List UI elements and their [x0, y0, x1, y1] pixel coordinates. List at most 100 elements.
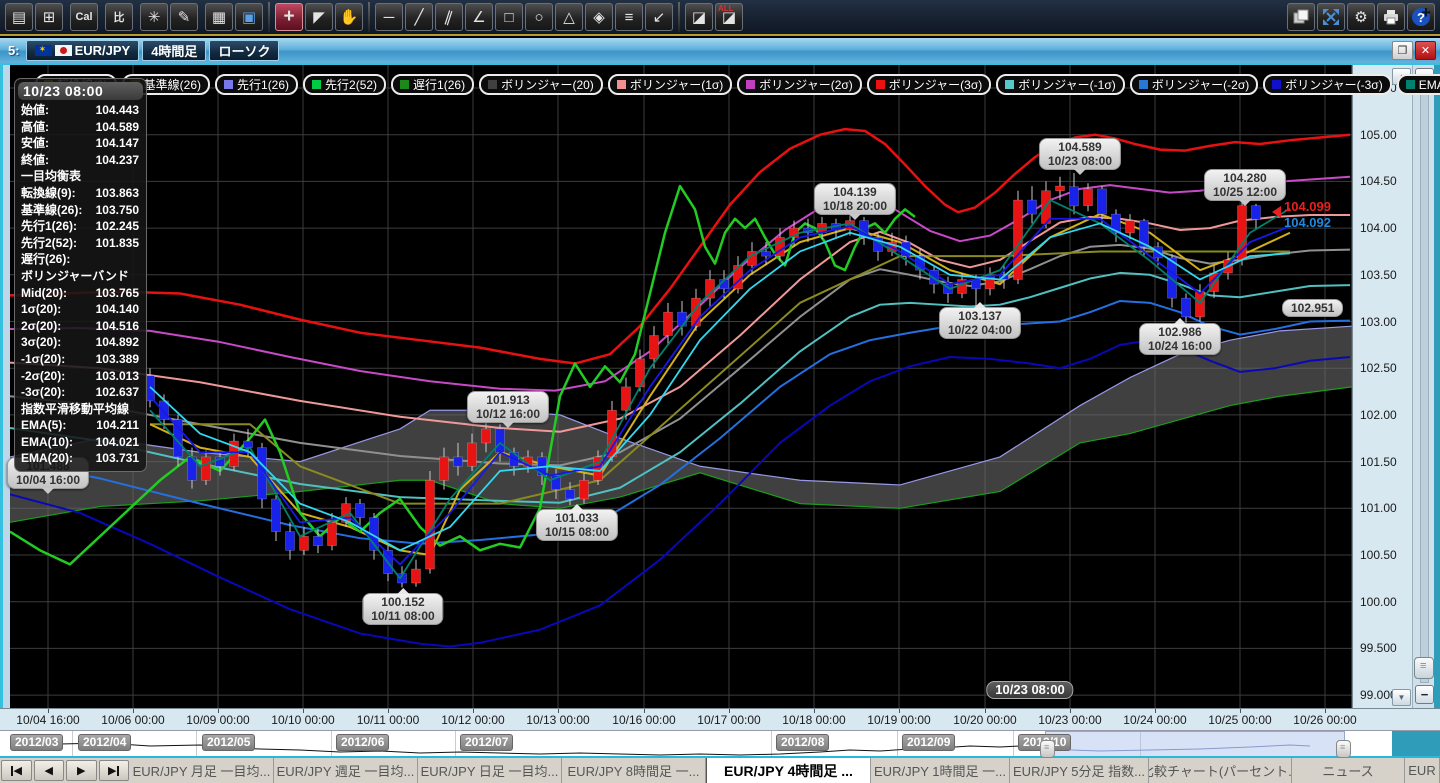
print-icon[interactable] [1377, 3, 1405, 31]
hline-icon[interactable]: ─ [375, 3, 403, 31]
hand-icon[interactable]: ✋ [335, 3, 363, 31]
legend-chip-先行1(26)[interactable]: 先行1(26) [215, 74, 299, 95]
tab-nav-next-chart-button[interactable]: ▶ [66, 760, 97, 781]
legend-chip-ボリンジャー(-2σ)[interactable]: ボリンジャー(-2σ) [1129, 74, 1259, 95]
candle [467, 442, 477, 467]
compare-icon[interactable]: 比 [105, 3, 133, 31]
chart-tab-active[interactable]: EUR/JPY 4時間足 ... [706, 758, 871, 783]
price-tick-label: 100.50 [1360, 548, 1397, 562]
calendar-icon[interactable]: Cal [70, 3, 98, 31]
chart-type-button[interactable]: ローソク [209, 40, 280, 61]
polygon-icon[interactable]: ◈ [585, 3, 613, 31]
tab-nav-prev-chart-button[interactable]: ◀ [33, 760, 64, 781]
angle-line-icon[interactable]: ∠ [465, 3, 493, 31]
legend-swatch [1272, 80, 1282, 89]
info-panel-row: Mid(20): 103.765 [21, 285, 139, 300]
legend-chip-ボリンジャー(3σ)[interactable]: ボリンジャー(3σ) [866, 74, 992, 95]
price-annotation: 101.913 10/12 16:00 [466, 391, 550, 428]
chart-tab[interactable]: EUR/JPY 8時間足 一... [562, 758, 706, 783]
date-tick-label: 10/19 00:00 [867, 713, 931, 727]
zoom-slider-track[interactable] [1420, 89, 1429, 683]
legend-chip-EMA(5)[interactable]: EMA(5) [1396, 74, 1440, 95]
expand-icon[interactable] [1317, 3, 1345, 31]
legend-chip-先行2(52)[interactable]: 先行2(52) [303, 74, 387, 95]
legend-chip-遅行1(26)[interactable]: 遅行1(26) [391, 74, 475, 95]
legend-chip-ボリンジャー(20)[interactable]: ボリンジャー(20) [479, 74, 603, 95]
settings-gear-icon[interactable]: ⚙ [1347, 3, 1375, 31]
rectangle-icon[interactable]: □ [495, 3, 523, 31]
line-ema5 [149, 199, 1291, 580]
chart-settings-icon[interactable]: ▦ [205, 3, 233, 31]
navigator-left-handle[interactable] [1040, 740, 1055, 758]
parallel-lines-icon[interactable]: ∥ [435, 3, 463, 31]
zoom-slider-handle[interactable] [1414, 657, 1434, 679]
navigator-month-label: 2012/07 [460, 734, 514, 751]
info-panel-row: -2σ(20): 103.013 [21, 368, 139, 383]
info-panel-row: 終値: 104.237 [21, 152, 139, 167]
chart-window: 転換線(9)基準線(26)先行1(26)先行2(52)遅行1(26)ボリンジャー… [0, 63, 1440, 759]
chart-plot-area[interactable] [0, 65, 1412, 708]
candle [649, 335, 659, 360]
save-icon[interactable]: ▣ [235, 3, 263, 31]
restore-window-button[interactable]: ❐ [1392, 41, 1413, 60]
price-tick-label: 102.50 [1360, 361, 1397, 376]
date-tick-label: 10/25 00:00 [1208, 713, 1272, 727]
navigator-month-label: 2012/06 [336, 734, 390, 751]
timeline-navigator[interactable]: 2012/03 2012/04 2012/05 2012/06 2012/07 2012/… [0, 730, 1440, 759]
crosshair-icon[interactable]: + [275, 3, 303, 31]
fibonacci-icon[interactable]: ≡ [615, 3, 643, 31]
bid-price-label: 104.092 [1284, 215, 1331, 230]
cursor-icon[interactable]: ◤ [305, 3, 333, 31]
close-window-button[interactable]: ✕ [1415, 41, 1436, 60]
legend-swatch [312, 80, 322, 89]
chart-tab[interactable]: EUR/JPY 月足 一目均... [130, 758, 274, 783]
eraser-icon[interactable]: ◪ [685, 3, 713, 31]
navigator-right-handle[interactable] [1336, 740, 1351, 758]
add-chart-tab-button[interactable]: + [1421, 3, 1431, 22]
eraser-all-icon[interactable]: ◪ ALL [715, 3, 743, 31]
draw-edit-icon[interactable]: ✎ [170, 3, 198, 31]
legend-label: 先行1(26) [237, 78, 290, 92]
indicator-icon[interactable]: ✳ [140, 3, 168, 31]
chart-tab[interactable]: EUR/JPY 1時間足 一... [871, 758, 1010, 783]
legend-chip-ボリンジャー(-1σ)[interactable]: ボリンジャー(-1σ) [996, 74, 1125, 95]
chart-tab[interactable]: EUR/JPY 日足 一目均... [418, 758, 562, 783]
new-chart-icon[interactable]: ⊞ [35, 3, 63, 31]
info-panel-row: 転換線(9): 103.863 [21, 185, 139, 200]
arrow-line-icon[interactable]: ↙ [645, 3, 673, 31]
ellipse-icon[interactable]: ○ [525, 3, 553, 31]
jp-flag-icon [54, 45, 72, 56]
timeframe-button[interactable]: 4時間足 [142, 40, 207, 61]
chart-tab[interactable]: EUR [1405, 758, 1440, 783]
windows-icon[interactable] [1287, 3, 1315, 31]
zoom-out-button[interactable]: − [1415, 685, 1434, 704]
date-tick-label: 10/18 00:00 [782, 713, 846, 727]
triangle-icon[interactable]: △ [555, 3, 583, 31]
candle [201, 456, 211, 481]
tab-nav-last-chart-button[interactable]: ▶ [98, 760, 129, 781]
price-scroll-down-button[interactable]: ▼ [1392, 689, 1411, 706]
navigator-month-label: 2012/05 [202, 734, 256, 751]
legend-chip-ボリンジャー(1σ)[interactable]: ボリンジャー(1σ) [607, 74, 733, 95]
chart-tab[interactable]: 比較チャート(パーセント... [1149, 758, 1292, 783]
legend-chip-ボリンジャー(-3σ)[interactable]: ボリンジャー(-3σ) [1263, 74, 1392, 95]
help-icon[interactable]: ? [1407, 3, 1435, 31]
toolbar-separator [678, 2, 680, 32]
quote-list-icon[interactable]: ▤ [5, 3, 33, 31]
currency-pair-button[interactable]: EUR/JPY [25, 40, 140, 61]
legend-chip-ボリンジャー(2σ)[interactable]: ボリンジャー(2σ) [737, 74, 862, 95]
chart-tab[interactable]: EUR/JPY 週足 一目均... [274, 758, 418, 783]
price-axis[interactable]: 105.50105.00104.50104.00103.50103.00102.… [1352, 65, 1413, 708]
chart-tab[interactable]: ニュース [1292, 758, 1405, 783]
candle [677, 311, 687, 327]
legend-swatch [875, 80, 885, 89]
candle [565, 489, 575, 500]
trendline-icon[interactable]: ╱ [405, 3, 433, 31]
candle [327, 522, 337, 546]
chart-tab[interactable]: EUR/JPY 5分足 指数... [1010, 758, 1149, 783]
date-axis[interactable]: 10/04 16:00 10/06 00:00 10/09 00:00 10/10 0… [0, 708, 1440, 731]
price-tick-label: 100.00 [1360, 594, 1397, 609]
legend-label: 基準線(26) [143, 78, 202, 92]
tab-nav-first-chart-button[interactable]: ◀ [1, 760, 32, 781]
price-tick-label: 101.50 [1360, 454, 1397, 469]
